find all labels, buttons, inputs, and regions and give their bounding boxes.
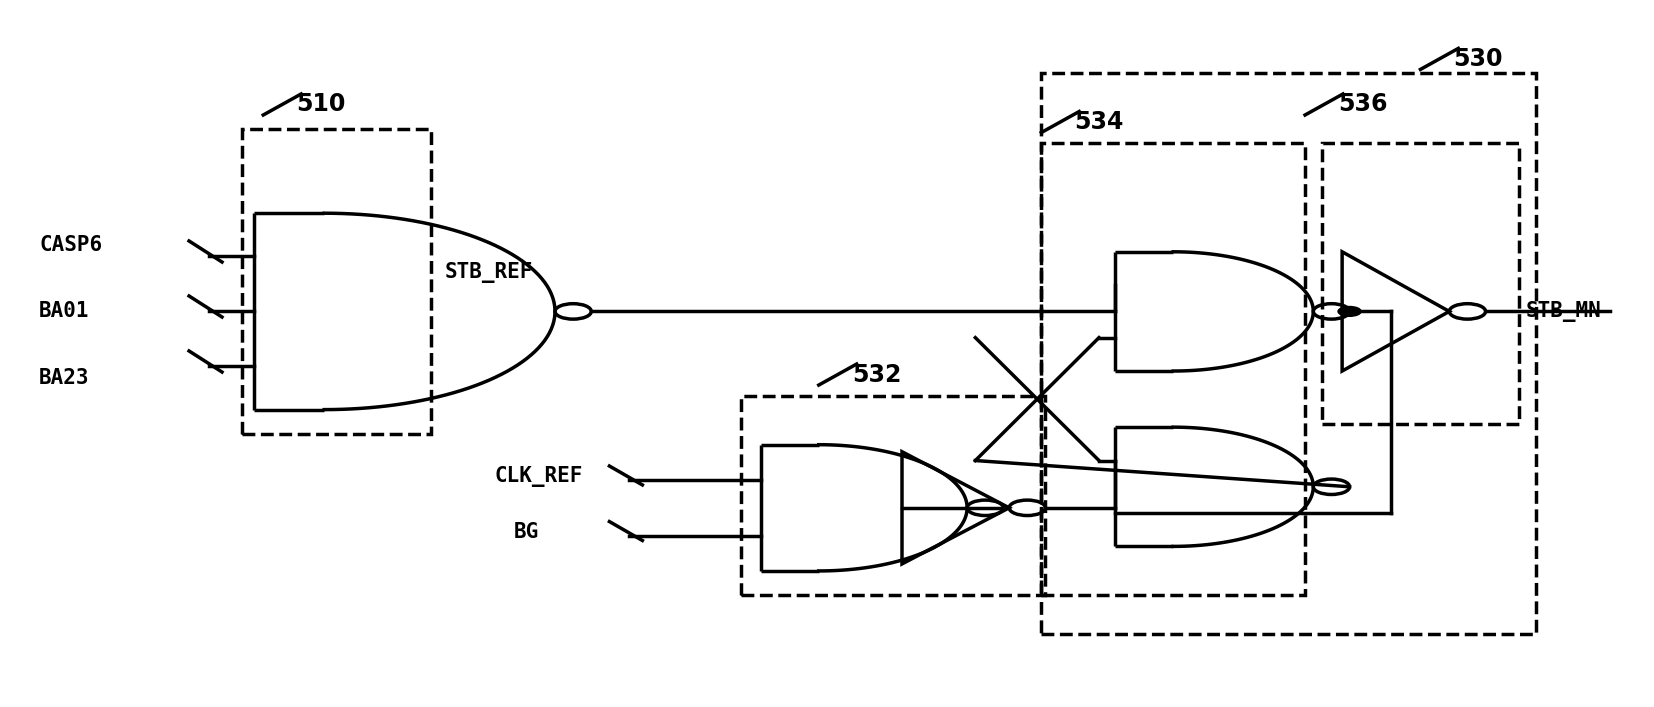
Text: STB_REF: STB_REF	[445, 262, 533, 284]
Text: 532: 532	[852, 363, 901, 387]
Circle shape	[1338, 307, 1361, 316]
Text: 530: 530	[1454, 47, 1503, 71]
Text: CLK_REF: CLK_REF	[495, 466, 582, 486]
Text: BG: BG	[514, 522, 539, 542]
Text: 534: 534	[1073, 110, 1123, 134]
Text: 510: 510	[296, 93, 346, 117]
Text: CASP6: CASP6	[40, 235, 103, 255]
Text: 536: 536	[1338, 93, 1388, 117]
Text: STB_MN: STB_MN	[1527, 301, 1601, 322]
Text: BA23: BA23	[40, 368, 89, 388]
Text: BA01: BA01	[40, 301, 89, 322]
